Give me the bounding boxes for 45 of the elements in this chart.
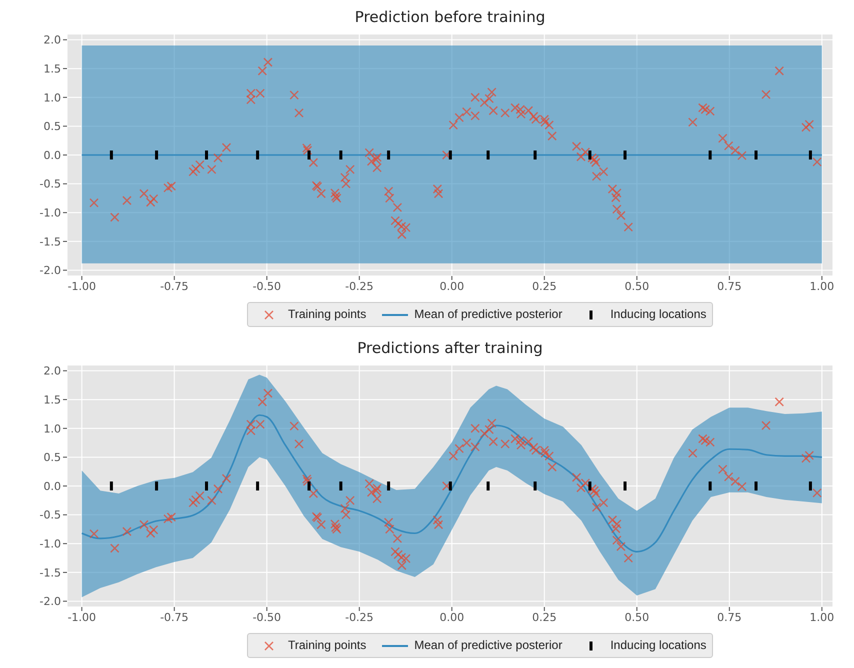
legend-label: Mean of predictive posterior: [414, 637, 562, 654]
x-tick-label: 0.00: [440, 610, 464, 624]
y-tick-label: -1.0: [40, 538, 61, 551]
legend-label: Inducing locations: [610, 306, 706, 323]
legend-label: Inducing locations: [610, 637, 706, 654]
y-tick-label: -1.5: [40, 566, 61, 580]
chart-title: Prediction before training: [354, 8, 546, 28]
x-tick-label: 1.00: [810, 610, 834, 624]
legend-label: Training points: [288, 306, 366, 323]
x-tick-label: 0.50: [624, 280, 650, 293]
legend-label: Mean of predictive posterior: [414, 306, 562, 323]
y-tick-label: 0.0: [44, 480, 61, 493]
x-tick-label: 0.50: [624, 610, 650, 624]
x-tick-label: -0.25: [345, 280, 374, 293]
y-tick-label: 0.5: [44, 120, 61, 134]
y-tick-label: 2.0: [44, 34, 61, 47]
x-tick-label: -0.50: [252, 610, 282, 624]
x-tick-label: -0.75: [160, 610, 189, 624]
y-tick-label: 1.0: [44, 91, 61, 104]
x-tick-label: 0.75: [717, 280, 742, 293]
y-tick-label: -2.0: [40, 595, 61, 608]
y-tick-label: 1.5: [44, 62, 61, 76]
legend-label: Training points: [288, 637, 366, 654]
y-tick-label: -1.0: [40, 206, 61, 220]
x-tick-label: -0.25: [345, 610, 374, 624]
y-tick-label: 0.0: [44, 148, 61, 162]
y-tick-label: -1.5: [40, 235, 61, 248]
x-tick-label: 0.75: [717, 610, 742, 624]
y-tick-label: 1.5: [44, 393, 61, 406]
y-tick-label: 0.5: [44, 451, 61, 464]
x-tick-label: 1.00: [810, 280, 834, 293]
x-tick-label: 0.00: [440, 280, 464, 293]
y-tick-label: 1.0: [44, 422, 61, 436]
x-tick-label: -1.00: [68, 610, 96, 624]
y-tick-label: 2.0: [44, 364, 61, 378]
x-tick-label: 0.25: [532, 610, 557, 624]
x-tick-label: -0.75: [160, 280, 189, 293]
chart-title: Predictions after training: [356, 339, 544, 359]
y-tick-label: -2.0: [40, 264, 61, 278]
y-tick-label: -0.5: [40, 178, 61, 191]
x-tick-label: 0.25: [532, 280, 557, 293]
x-tick-label: -1.00: [68, 280, 96, 293]
x-tick-label: -0.50: [252, 280, 282, 293]
line-series: [81, 414, 823, 552]
y-tick-label: -0.5: [40, 508, 61, 522]
